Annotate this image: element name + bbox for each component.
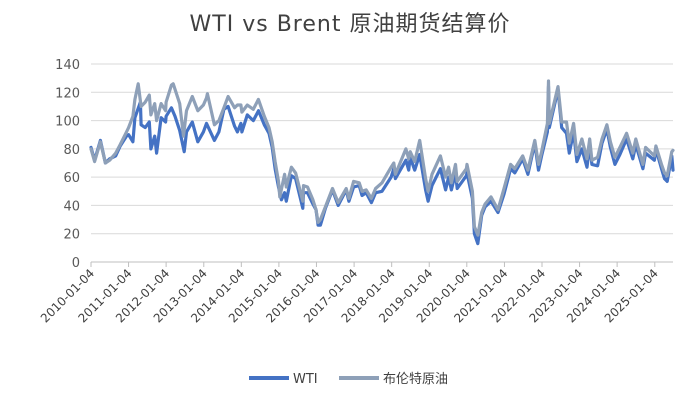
x-axis: 2010-01-042011-01-042012-01-042013-01-04…: [38, 261, 673, 325]
y-axis: 0 20 40 60 80 100 120 140: [55, 58, 80, 271]
legend: WTI 布伦特原油: [249, 372, 448, 387]
y-tick-label: 40: [63, 199, 80, 214]
chart-title: WTI vs Brent 原油期货结算价: [189, 12, 511, 37]
series-line-brent: [89, 79, 675, 237]
y-tick-label: 20: [63, 228, 80, 243]
series-lines: [89, 79, 675, 246]
y-tick-label: 140: [55, 58, 80, 73]
legend-label: WTI: [293, 372, 318, 387]
y-tick-label: 100: [55, 115, 80, 130]
y-tick-label: 80: [63, 143, 80, 158]
grid-lines: [91, 63, 673, 235]
series-line-wti: [89, 84, 675, 246]
y-tick-label: 60: [63, 171, 80, 186]
y-tick-label: 0: [72, 256, 80, 271]
y-tick-label: 120: [55, 86, 80, 101]
legend-label: 布伦特原油: [383, 372, 448, 387]
